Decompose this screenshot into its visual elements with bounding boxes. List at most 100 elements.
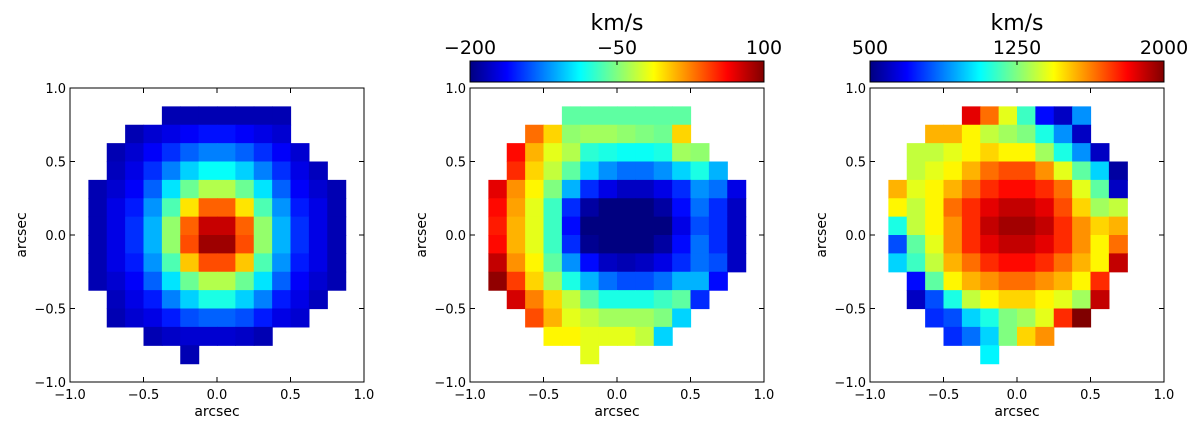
heatmap-cell — [598, 326, 618, 346]
colorbar-title: km/s — [990, 11, 1043, 36]
heatmap-cell — [198, 326, 218, 346]
heatmap-cell — [253, 235, 273, 254]
heatmap-cell — [980, 271, 1000, 291]
heatmap-cell — [635, 253, 655, 273]
heatmap-cell — [888, 216, 908, 236]
x-tick-label: 0.5 — [1080, 388, 1101, 403]
heatmap-cell — [235, 308, 255, 328]
heatmap-cell — [543, 161, 563, 181]
heatmap-cell — [180, 161, 200, 181]
heatmap-cell — [143, 143, 163, 163]
heatmap-cell — [617, 198, 636, 218]
heatmap-cell — [561, 161, 581, 181]
heatmap-cell — [525, 290, 545, 310]
heatmap-cell — [635, 161, 655, 181]
heatmap-cell — [198, 290, 218, 310]
heatmap-cell — [506, 161, 526, 181]
heatmap-cell — [198, 308, 218, 328]
heatmap-cell — [1017, 198, 1036, 218]
heatmap-cell — [106, 179, 126, 199]
heatmap-cell — [672, 253, 692, 273]
heatmap-cell — [961, 106, 981, 126]
heatmap-cell — [653, 253, 673, 273]
heatmap-cell — [906, 198, 926, 218]
heatmap-cell — [961, 179, 981, 199]
heatmap-cell — [653, 179, 673, 199]
heatmap-cell — [980, 198, 1000, 218]
heatmap-cell — [925, 124, 945, 144]
heatmap-cell — [580, 179, 600, 199]
heatmap-cell — [327, 271, 347, 291]
heatmap-cell — [180, 326, 200, 346]
heatmap-cell — [653, 161, 673, 181]
heatmap-cell — [253, 179, 273, 199]
heatmap-cell — [125, 216, 145, 236]
heatmap-cell — [1053, 253, 1073, 273]
heatmap-cell — [272, 253, 292, 273]
heatmap-cell — [543, 143, 563, 163]
y-tick-label: 1.0 — [45, 82, 66, 97]
heatmap-cell — [635, 179, 655, 199]
heatmap-cell — [88, 235, 108, 254]
heatmap-cell — [635, 271, 655, 291]
heatmap-cell — [290, 161, 310, 181]
heatmap-cell — [925, 198, 945, 218]
heatmap-cell — [653, 143, 673, 163]
heatmap-cell — [525, 216, 545, 236]
heatmap-cell — [290, 290, 310, 310]
heatmap-cell — [708, 179, 728, 199]
heatmap-cell — [580, 290, 600, 310]
heatmap-cell — [198, 143, 218, 163]
heatmap-cell — [1017, 326, 1036, 346]
heatmap-cell — [580, 143, 600, 163]
heatmap-cell — [327, 179, 347, 199]
heatmap-cell — [561, 326, 581, 346]
heatmap-cell — [980, 326, 1000, 346]
heatmap-cell — [998, 124, 1018, 144]
heatmap-cell — [525, 179, 545, 199]
heatmap-cell — [653, 106, 673, 126]
heatmap-cell — [253, 271, 273, 291]
heatmap-cell — [998, 198, 1018, 218]
heatmap-cell — [272, 290, 292, 310]
heatmap-cell — [143, 290, 163, 310]
heatmap-cell — [217, 106, 236, 126]
heatmap-cell — [1108, 161, 1128, 181]
heatmap-cell — [598, 143, 618, 163]
heatmap-cell — [106, 290, 126, 310]
heatmap-cell — [980, 124, 1000, 144]
heatmap-cell — [1017, 106, 1036, 126]
y-tick-label: −1.0 — [34, 376, 66, 391]
heatmap-cell — [598, 235, 618, 254]
heatmap-cell — [1017, 179, 1036, 199]
heatmap-cell — [672, 271, 692, 291]
heatmap-panel-3: −1.0 −0.5 0.0 0.5 1.0 1.0 0.5 0.0 −0.5 −1.0 arcsec… — [814, 11, 1188, 420]
heatmap-cell — [525, 271, 545, 291]
heatmap-cell — [580, 161, 600, 181]
heatmap-cell — [617, 106, 636, 126]
heatmap-cell — [217, 161, 236, 181]
heatmap-cell — [943, 161, 963, 181]
heatmap-cell — [290, 216, 310, 236]
x-tick-label: −1.0 — [54, 388, 86, 403]
heatmap-cell — [580, 345, 600, 365]
heatmap-cell — [561, 308, 581, 328]
heatmap-cell — [690, 235, 710, 254]
heatmap-cell — [1053, 124, 1073, 144]
heatmap-cell — [543, 308, 563, 328]
heatmap-cell — [598, 290, 618, 310]
heatmap-cell — [1108, 235, 1128, 254]
heatmap-cell — [925, 235, 945, 254]
heatmap-cell — [561, 271, 581, 291]
heatmap-cell — [925, 161, 945, 181]
heatmap-cell — [125, 308, 145, 328]
heatmap-cell — [998, 290, 1018, 310]
heatmap-cell — [961, 326, 981, 346]
heatmap-cell — [1035, 216, 1055, 236]
heatmap-cell — [488, 198, 508, 218]
x-tick-label: 0.5 — [680, 388, 701, 403]
colorbar-tick-label: −200 — [444, 37, 496, 59]
heatmap-cell — [906, 271, 926, 291]
heatmap-cell — [998, 271, 1018, 291]
